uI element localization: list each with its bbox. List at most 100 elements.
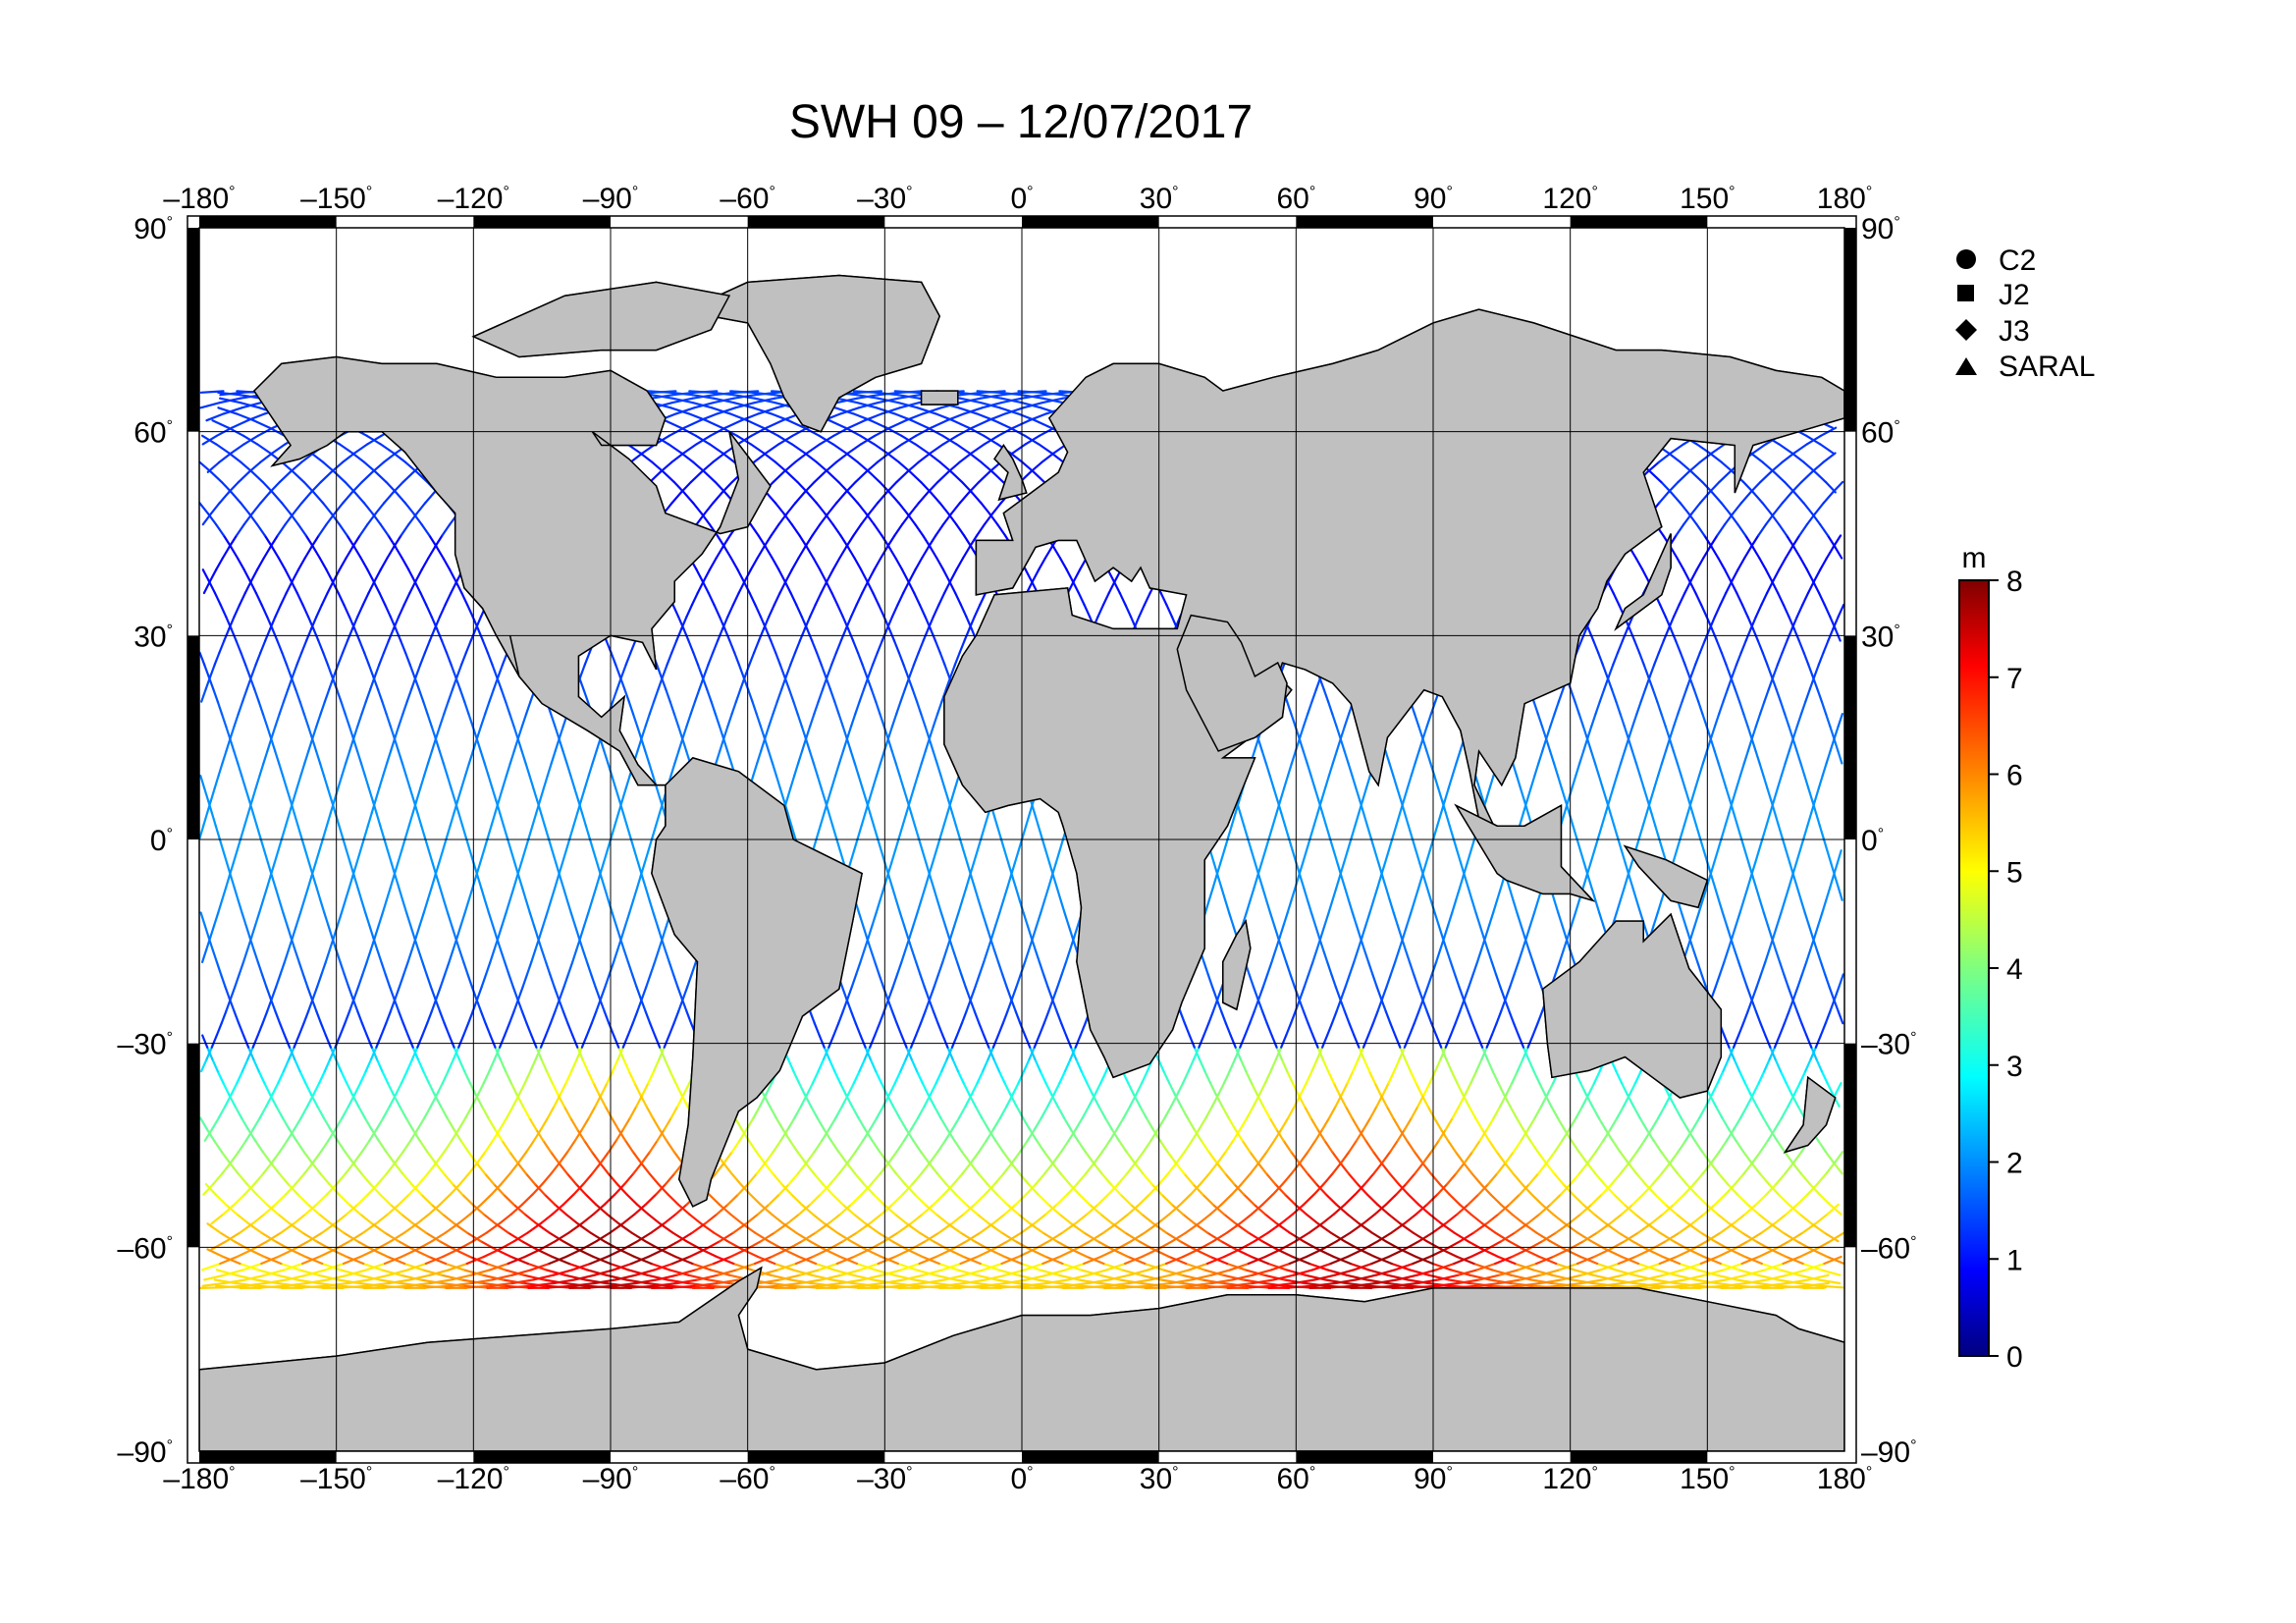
track-segment <box>531 1182 544 1196</box>
track-segment <box>538 923 545 939</box>
track-segment <box>508 1162 520 1175</box>
track-segment <box>201 568 211 583</box>
track-segment <box>389 615 398 630</box>
track-segment <box>347 1269 368 1276</box>
track-segment <box>453 1128 462 1142</box>
track-segment <box>369 1182 382 1196</box>
track-segment <box>875 898 881 914</box>
track-segment <box>695 568 704 583</box>
track-segment <box>415 786 422 802</box>
track-segment <box>811 522 822 537</box>
track-segment <box>799 1093 809 1109</box>
track-segment <box>385 1162 397 1175</box>
track-segment <box>368 1128 378 1142</box>
track-segment <box>852 837 860 852</box>
track-segment <box>829 651 838 667</box>
track-segment <box>376 687 384 703</box>
track-segment <box>1677 1286 1702 1290</box>
track-segment <box>256 1022 264 1037</box>
track-segment <box>1127 1255 1147 1266</box>
track-segment <box>1834 545 1843 560</box>
track-segment <box>337 651 345 667</box>
track-segment <box>364 1057 373 1073</box>
track-segment <box>356 1193 369 1206</box>
track-segment <box>417 1172 429 1186</box>
track-segment <box>380 960 387 976</box>
track-segment <box>630 1255 650 1266</box>
track-segment <box>439 712 446 728</box>
track-segment <box>476 874 483 890</box>
track-segment <box>317 522 328 537</box>
track-segment <box>894 762 901 778</box>
track-segment <box>1759 1139 1770 1154</box>
track-segment <box>304 849 310 864</box>
track-segment <box>804 737 812 753</box>
track-segment <box>995 1193 1009 1206</box>
track-segment <box>930 419 948 429</box>
track-segment <box>443 898 450 914</box>
track-segment <box>535 1128 545 1142</box>
track-segment <box>868 786 875 802</box>
track-segment <box>505 898 511 914</box>
track-segment <box>561 749 568 765</box>
track-segment <box>709 1269 731 1276</box>
track-segment <box>575 1046 584 1061</box>
track-segment <box>1773 1116 1784 1131</box>
track-segment <box>630 973 638 989</box>
track-segment <box>365 1034 373 1049</box>
track-segment <box>752 762 759 778</box>
track-segment <box>210 811 217 827</box>
track-segment <box>891 1105 901 1119</box>
track-segment <box>530 1034 538 1049</box>
track-segment <box>243 1182 256 1196</box>
track-segment <box>315 603 323 619</box>
track-segment <box>805 545 815 560</box>
track-segment <box>445 824 452 839</box>
track-segment <box>345 849 351 864</box>
track-segment <box>324 1262 346 1271</box>
track-segment <box>1102 1262 1123 1271</box>
track-segment <box>375 1116 385 1131</box>
track-segment <box>337 591 346 607</box>
track-segment <box>321 501 333 515</box>
track-segment <box>794 1231 812 1243</box>
track-segment <box>427 849 434 864</box>
track-segment <box>693 687 701 703</box>
track-segment <box>685 603 694 619</box>
track-segment <box>328 936 336 951</box>
track-segment <box>753 1231 771 1243</box>
track-segment <box>385 712 392 728</box>
track-segment <box>599 737 606 753</box>
track-segment <box>671 1255 691 1266</box>
track-segment <box>1044 1255 1064 1266</box>
track-segment <box>520 887 528 901</box>
track-segment <box>652 911 659 927</box>
track-segment <box>562 1105 572 1119</box>
track-segment <box>713 603 721 619</box>
track-segment <box>1708 452 1724 463</box>
track-segment <box>876 639 883 655</box>
track-segment <box>353 627 361 642</box>
track-segment <box>283 1262 304 1271</box>
track-segment <box>258 898 265 914</box>
track-segment <box>519 849 527 864</box>
track-segment <box>648 762 655 778</box>
track-segment <box>824 799 830 815</box>
track-segment <box>628 898 635 914</box>
track-segment <box>1664 1231 1682 1243</box>
track-segment <box>649 1022 657 1037</box>
track-segment <box>455 664 463 678</box>
track-segment <box>748 651 756 667</box>
track-segment <box>1824 712 1832 728</box>
track-segment <box>352 985 360 1001</box>
track-segment <box>836 603 844 619</box>
track-segment <box>398 887 404 901</box>
track-segment <box>434 1162 446 1175</box>
track-segment <box>567 1262 589 1271</box>
track-segment <box>397 849 403 864</box>
track-segment <box>598 1162 610 1175</box>
track-segment <box>221 749 228 765</box>
track-segment <box>1662 1269 1684 1276</box>
track-segment <box>361 960 368 976</box>
track-segment <box>792 1069 801 1085</box>
